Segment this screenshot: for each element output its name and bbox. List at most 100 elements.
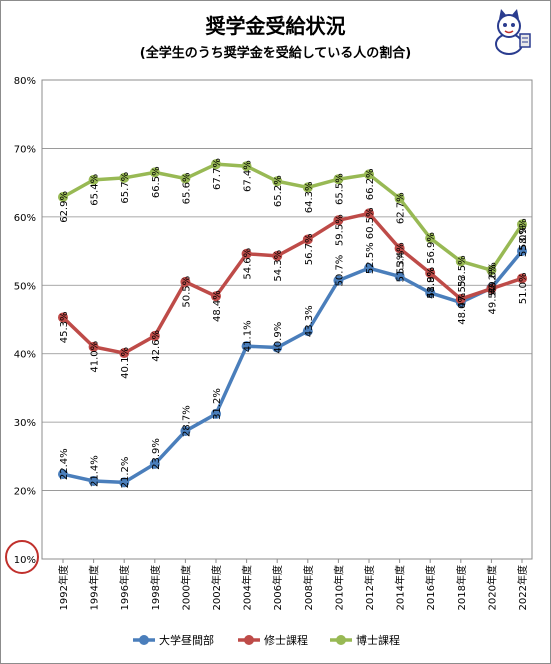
x-tick-label: 1994年度 <box>88 565 101 610</box>
x-tick-label: 2010年度 <box>332 565 345 610</box>
x-tick-label: 1998年度 <box>149 565 162 610</box>
data-label: 40.9% <box>273 322 284 354</box>
data-point <box>211 408 221 419</box>
y-tick-label: 40% <box>14 350 36 361</box>
plot-area <box>41 79 533 560</box>
y-tick-label: 30% <box>14 418 36 429</box>
legend-label: 大学昼間部 <box>159 633 214 647</box>
x-tick-label: 2000年度 <box>179 565 192 610</box>
x-tick-label: 2014年度 <box>394 565 407 610</box>
series-layer <box>58 159 527 488</box>
legend-marker <box>244 635 254 645</box>
data-point <box>119 477 130 488</box>
data-label: 40.1% <box>120 347 131 379</box>
data-label: 55.0% <box>518 225 529 257</box>
grid-lines <box>41 79 533 560</box>
data-point <box>394 243 405 254</box>
y-tick-label: 20% <box>14 487 36 498</box>
legend-label: 博士課程 <box>356 633 400 647</box>
data-label: 41.0% <box>90 341 101 373</box>
data-label: 65.6% <box>181 173 192 205</box>
data-point <box>180 276 191 287</box>
data-label: 21.4% <box>90 455 101 487</box>
data-label: 23.9% <box>151 438 162 470</box>
data-point <box>517 246 527 257</box>
chart-title: 奨学金受給状況 <box>205 14 346 38</box>
data-label: 52.5% <box>365 242 376 274</box>
data-label: 66.2% <box>365 168 376 200</box>
data-label: 48.9% <box>426 267 437 299</box>
data-point <box>455 293 466 304</box>
series-line <box>61 211 523 355</box>
series-line <box>62 249 524 485</box>
x-tick-label: 2012年度 <box>363 565 376 610</box>
data-label: 48.0% <box>457 293 468 325</box>
chart-subtitle: (全学生のうち奨学金を受給している人の割合) <box>139 46 412 61</box>
data-label: 54.3% <box>273 250 284 282</box>
x-tick-label: 2002年度 <box>210 565 223 610</box>
data-point <box>119 348 130 359</box>
x-tick-label: 1992年度 <box>57 565 70 610</box>
data-point <box>272 342 283 353</box>
data-point <box>425 267 436 278</box>
data-point <box>302 182 313 193</box>
y-tick-label: 60% <box>14 213 36 224</box>
data-point <box>333 215 344 226</box>
data-label: 62.7% <box>396 192 407 224</box>
data-point <box>302 234 313 245</box>
y-tick-label: 80% <box>14 76 36 87</box>
data-point <box>394 271 405 282</box>
data-label: 62.9% <box>59 191 70 223</box>
data-label: 53.5% <box>457 255 468 287</box>
data-point <box>149 330 160 341</box>
data-label: 52.2% <box>487 264 498 296</box>
data-label: 22.4% <box>59 448 70 480</box>
data-point <box>333 275 344 286</box>
x-tick-label: 2008年度 <box>302 565 315 610</box>
data-label: 56.9% <box>426 232 437 264</box>
data-label: 49.6% <box>487 262 498 294</box>
data-point <box>211 159 221 170</box>
data-point <box>88 341 99 352</box>
data-point <box>333 174 344 185</box>
data-label: 65.4% <box>90 174 101 206</box>
data-label: 67.7% <box>212 158 223 190</box>
data-label: 60.5% <box>365 207 376 239</box>
x-tick-label: 1996年度 <box>118 565 131 610</box>
data-point <box>425 287 436 298</box>
data-label: 42.6% <box>151 330 162 362</box>
data-point <box>272 250 283 261</box>
data-label: 51.0% <box>518 272 529 304</box>
data-point <box>364 263 374 274</box>
highlight-circle <box>5 540 39 574</box>
legend: 大学昼間部 修士課程 博士課程 <box>133 633 400 647</box>
x-tick-label: 2004年度 <box>241 565 254 610</box>
data-point <box>241 161 252 172</box>
data-label: 50.5% <box>181 276 192 308</box>
data-label: 47.5% <box>457 277 468 309</box>
data-point <box>58 312 68 323</box>
data-point <box>241 248 252 259</box>
data-label: 59.5% <box>334 214 345 246</box>
data-point <box>394 193 405 204</box>
data-point <box>517 273 527 284</box>
data-label: 67.4% <box>243 160 254 192</box>
legend-label: 修士課程 <box>264 633 308 647</box>
data-label: 65.2% <box>273 175 284 207</box>
data-point <box>425 233 436 244</box>
data-label: 55.4% <box>396 242 407 274</box>
data-label: 21.2% <box>120 457 131 489</box>
series-line <box>62 162 524 272</box>
y-tick-label: 70% <box>14 144 36 155</box>
data-point <box>364 208 374 219</box>
data-point <box>88 475 99 486</box>
data-label: 58.9% <box>518 218 529 250</box>
y-tick-label: 50% <box>14 281 36 292</box>
data-point <box>302 326 313 337</box>
data-label: 43.3% <box>304 305 315 337</box>
data-point <box>272 176 283 187</box>
data-label: 31.2% <box>212 388 223 420</box>
data-label: 51.3% <box>396 251 407 283</box>
